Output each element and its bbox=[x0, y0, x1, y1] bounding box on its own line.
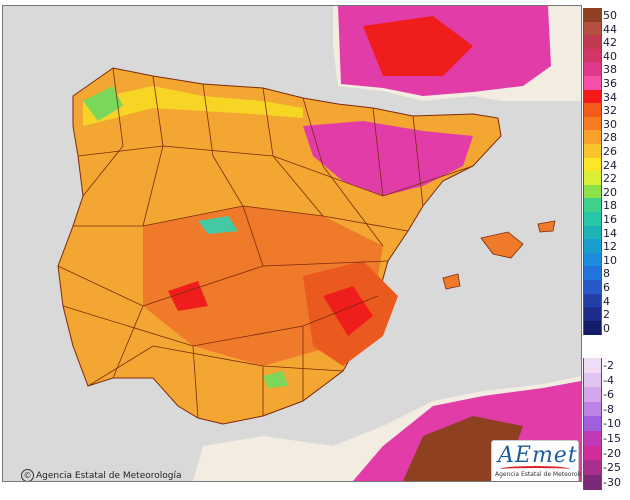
legend-swatch bbox=[583, 416, 602, 432]
legend-swatch bbox=[583, 130, 602, 145]
legend-swatch bbox=[583, 89, 602, 104]
ebro-valley-zone bbox=[303, 121, 473, 196]
legend-label: 44 bbox=[603, 22, 617, 36]
copyright-icon: © bbox=[21, 469, 34, 481]
legend-swatch bbox=[583, 198, 602, 213]
legend-label: 10 bbox=[603, 253, 617, 267]
legend-swatch bbox=[583, 401, 602, 417]
legend-swatch bbox=[583, 212, 602, 227]
galicia-green-zone bbox=[83, 86, 123, 121]
legend-label: 14 bbox=[603, 226, 617, 240]
legend-label: -30 bbox=[603, 475, 621, 489]
legend-label: 18 bbox=[603, 199, 617, 213]
legend-label: -10 bbox=[603, 417, 621, 431]
guadiana-red-zone bbox=[168, 281, 208, 311]
murcia-red-zone bbox=[323, 286, 373, 336]
mallorca bbox=[480, 231, 524, 259]
legend-swatch bbox=[583, 171, 602, 186]
legend-swatch bbox=[583, 474, 602, 490]
temperature-legend: 50 44 42 40 38 36 34 32 30 28 26 24 22 20 18 16 14 12 10 8 6… bbox=[583, 8, 630, 496]
legend-label: 0 bbox=[603, 321, 610, 335]
aemet-logo-subtext: Agencia Estatal de Meteorología bbox=[495, 471, 582, 478]
legend-swatch bbox=[583, 460, 602, 476]
legend-swatch bbox=[583, 8, 602, 23]
legend-swatch bbox=[583, 225, 602, 240]
map-credit: Agencia Estatal de Meteorología bbox=[36, 471, 182, 481]
legend-swatch bbox=[583, 62, 602, 77]
legend-swatch bbox=[583, 48, 602, 63]
ibiza bbox=[442, 273, 461, 290]
legend-label: -25 bbox=[603, 461, 621, 475]
legend-swatch bbox=[583, 445, 602, 461]
legend-swatch bbox=[583, 307, 602, 322]
legend-label: 30 bbox=[603, 117, 617, 131]
legend-label: -20 bbox=[603, 446, 621, 460]
legend-swatch bbox=[583, 116, 602, 131]
menorca bbox=[537, 220, 556, 233]
legend-label: 22 bbox=[603, 172, 617, 186]
central-mountains-zone bbox=[198, 216, 238, 234]
aemet-logo: AEmet Agencia Estatal de Meteorología bbox=[491, 440, 582, 481]
legend-label: 20 bbox=[603, 185, 617, 199]
legend-label: 26 bbox=[603, 145, 617, 158]
province-borders bbox=[57, 67, 474, 419]
legend-swatch bbox=[583, 21, 602, 36]
legend-swatch bbox=[583, 144, 602, 159]
legend-label: -6 bbox=[603, 388, 614, 402]
legend-label: 16 bbox=[603, 213, 617, 226]
legend-label: 2 bbox=[603, 308, 610, 322]
north-coast-cool-zone bbox=[83, 86, 303, 126]
legend-label: 40 bbox=[603, 49, 617, 63]
sierra-nevada-zone bbox=[263, 371, 288, 388]
legend-label: 6 bbox=[603, 281, 610, 294]
legend-swatch bbox=[583, 184, 602, 199]
temperature-map: © Agencia Estatal de Meteorología AEmet … bbox=[2, 5, 582, 482]
france-red-zone bbox=[363, 16, 473, 76]
legend-swatch bbox=[583, 103, 602, 118]
legend-label: 50 bbox=[603, 9, 617, 22]
legend-label: -4 bbox=[603, 373, 614, 387]
legend-label: 28 bbox=[603, 131, 617, 145]
legend-label: 34 bbox=[603, 90, 617, 104]
legend-swatch bbox=[583, 358, 602, 374]
legend-label: 12 bbox=[603, 240, 617, 254]
legend-swatch bbox=[583, 157, 602, 172]
legend-label: 42 bbox=[603, 36, 617, 50]
legend-label: 32 bbox=[603, 104, 617, 118]
legend-swatch bbox=[583, 280, 602, 295]
legend-swatch bbox=[583, 266, 602, 281]
legend-label: 4 bbox=[603, 294, 610, 308]
legend-label: -8 bbox=[603, 402, 614, 416]
legend-label: 24 bbox=[603, 158, 617, 172]
legend-label: -15 bbox=[603, 432, 621, 445]
aemet-logo-word: AEmet bbox=[498, 443, 578, 468]
legend-label: 36 bbox=[603, 77, 617, 90]
legend-swatch bbox=[583, 239, 602, 254]
legend-label: 38 bbox=[603, 63, 617, 77]
legend-swatch bbox=[583, 372, 602, 388]
aemet-logo-arc bbox=[500, 466, 570, 472]
legend-swatch bbox=[583, 252, 602, 267]
legend-label: -2 bbox=[603, 359, 614, 372]
legend-swatch bbox=[583, 293, 602, 308]
legend-swatch bbox=[583, 320, 602, 335]
legend-swatch bbox=[583, 35, 602, 50]
legend-label: 8 bbox=[603, 267, 610, 281]
legend-swatch bbox=[583, 387, 602, 403]
legend-swatch bbox=[583, 76, 602, 91]
legend-swatch bbox=[583, 431, 602, 447]
map-canvas bbox=[3, 6, 581, 481]
